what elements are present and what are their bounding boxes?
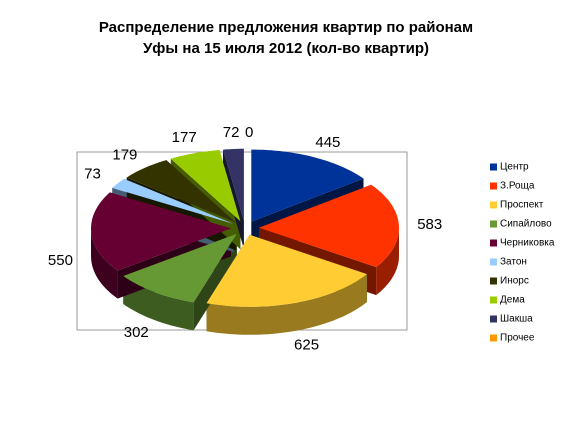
slice [170,150,241,222]
slice [126,160,236,223]
legend-label: Затон [500,257,527,268]
legend-label: Прочее [500,333,535,344]
data-label: 583 [417,216,442,233]
slice-side [376,227,399,296]
data-label: 0 [245,124,253,141]
data-label: 177 [172,129,197,146]
legend-swatch [490,201,497,209]
data-label: 302 [124,324,149,341]
data-label: 73 [84,165,101,182]
slice [223,148,244,221]
legend-swatch [490,296,497,304]
slice [91,192,231,271]
slice-side [91,228,118,299]
data-label: 625 [294,337,319,354]
legend-label: Проспект [500,200,544,211]
legend-label: Инорс [500,276,529,287]
legend-swatch [490,258,497,266]
legend-swatch [490,182,497,190]
data-label: 550 [48,252,73,269]
data-label: 72 [223,124,240,141]
legend-label: Дема [500,295,525,306]
chart-title: Уфы на 15 июля 2012 (кол-во квартир) [143,40,429,57]
slice [259,184,399,268]
slice-side [206,274,367,335]
legend-label: Шакша [500,314,533,325]
legend-label: Центр [500,162,529,173]
legend-swatch [490,315,497,323]
legend-label: З.Роща [500,181,535,192]
legend-label: Сипайлово [500,219,552,230]
legend-swatch [490,220,497,228]
slice [123,233,237,303]
slice [206,234,367,307]
legend-swatch [490,163,497,171]
legend-swatch [490,334,497,342]
legend-label: Черниковка [500,238,555,249]
legend-swatch [490,239,497,247]
slice-tops [91,148,399,307]
chart-title: Распределение предложения квартир по рай… [99,19,473,36]
legend-swatch [490,277,497,285]
data-label: 445 [315,134,340,151]
data-label: 179 [112,147,137,164]
slice [251,149,364,222]
slice [112,178,234,224]
